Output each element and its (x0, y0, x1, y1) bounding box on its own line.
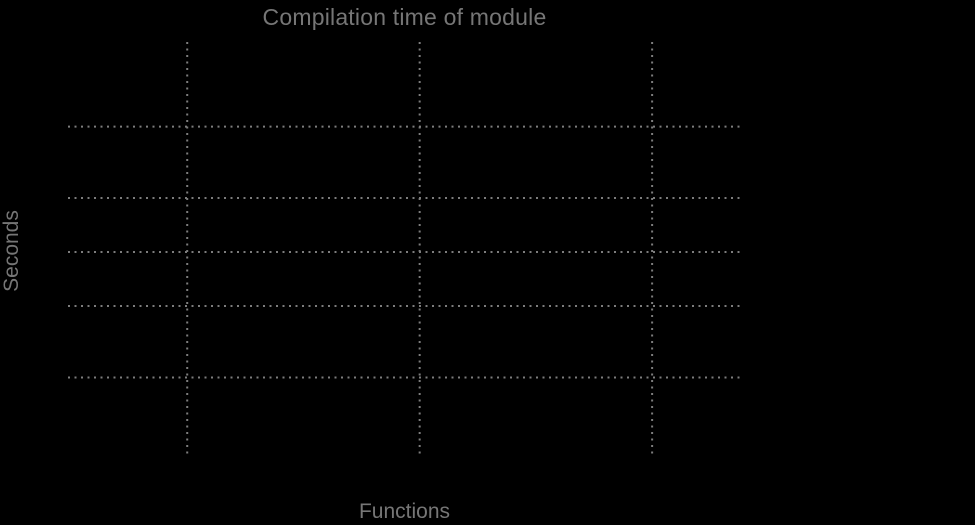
chart-title: Compilation time of module (262, 4, 547, 30)
y-axis-label: Seconds (0, 210, 23, 292)
x-axis-label: Functions (358, 500, 451, 523)
